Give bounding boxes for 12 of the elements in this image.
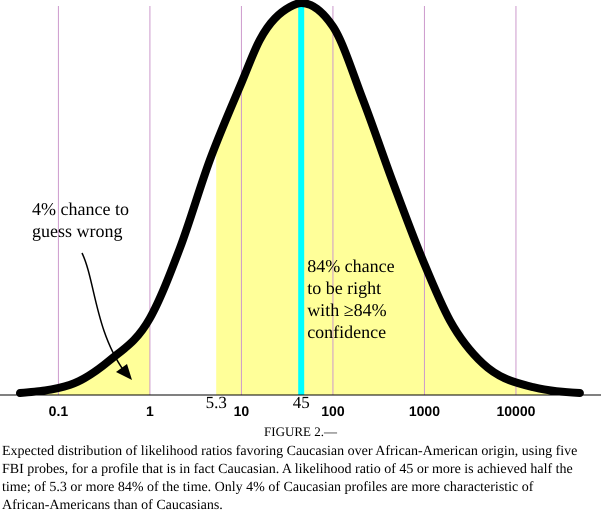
ref-line-label: 45	[292, 393, 310, 412]
x-tick-label: 0.1	[48, 403, 68, 419]
annotation: 4% chance to guess wrong	[32, 199, 129, 241]
caption: FIGURE 2.—	[264, 424, 338, 439]
band-label: 5.3	[206, 393, 227, 412]
text: Expected distribution of likelihood ratios favoring Caucasian over African-American origin, using five FBI probes, for a profile that is in fact Caucasian. A likelihood ratio of 45 or more is achieved half the time; of 5.3 or more 84% of the time. Only 4% of Caucasian profiles are more characteristic of African-Americans than of Caucasians.	[2, 444, 578, 513]
x-tick-label: 100	[321, 403, 345, 419]
x-tick-label: 1000	[408, 403, 440, 419]
x-tick-label: 10	[234, 403, 250, 419]
annotation: 84% chance to be right with ≥84% confidence	[307, 256, 395, 342]
x-tick-label: 10000	[496, 403, 536, 419]
x-tick-label: 1	[146, 403, 154, 419]
